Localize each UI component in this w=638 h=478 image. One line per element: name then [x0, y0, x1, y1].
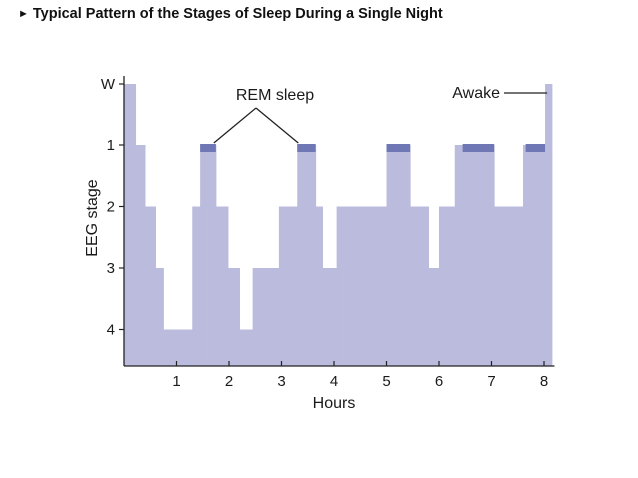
stage-step-4: [163, 329, 193, 366]
stage-step-18: [428, 268, 440, 366]
x-axis-label: Hours: [313, 395, 356, 412]
y-tick-label-0: W: [101, 76, 116, 93]
stage-step-23: [523, 145, 546, 366]
rem-pointer-line-1: [213, 107, 257, 144]
stage-step-14: [322, 268, 338, 366]
x-tick-label-7: 7: [487, 373, 495, 390]
stage-step-20: [454, 145, 469, 366]
y-axis-label: EEG stage: [84, 179, 101, 256]
stage-step-19: [439, 206, 456, 366]
stage-step-21: [467, 145, 495, 366]
stage-step-24: [545, 84, 553, 366]
awake-label: Awake: [452, 85, 500, 102]
stage-step-1: [135, 145, 146, 366]
chart-title-text: Typical Pattern of the Stages of Sleep D…: [32, 6, 443, 22]
stage-step-12: [297, 145, 317, 366]
rem-bar-0: [200, 144, 216, 152]
stage-step-7: [215, 206, 229, 366]
rem-bar-2: [386, 144, 411, 152]
x-tick-label-5: 5: [382, 373, 390, 390]
rem-sleep-label: REM sleep: [236, 87, 314, 104]
rem-bar-group: [200, 144, 546, 152]
rem-pointer-line-2: [255, 107, 299, 144]
stage-step-2: [145, 206, 156, 366]
y-tick-label-2: 2: [107, 199, 115, 216]
title-bullet-icon: ►: [18, 8, 29, 20]
y-tick-group: W 1 2 3 4: [101, 76, 124, 339]
y-tick-label-3: 3: [107, 260, 115, 277]
rem-bar-4: [525, 144, 546, 152]
stage-step-16: [386, 145, 411, 366]
stage-step-6: [200, 145, 217, 366]
stage-step-11: [278, 206, 298, 366]
rem-bar-3: [462, 144, 495, 152]
stage-step-17: [410, 206, 430, 366]
y-tick-label-1: 1: [107, 137, 115, 154]
stage-step-13: [315, 206, 323, 366]
stage-step-3: [155, 268, 164, 366]
stage-step-10: [252, 268, 280, 366]
x-tick-label-1: 1: [172, 373, 180, 390]
rem-bar-1: [297, 144, 316, 152]
stage-step-8: [227, 268, 240, 366]
x-tick-label-3: 3: [277, 373, 285, 390]
chart-title: ► Typical Pattern of the Stages of Sleep …: [18, 6, 443, 22]
stage-step-9: [239, 329, 254, 366]
stage-step-15: [336, 206, 388, 366]
y-tick-label-4: 4: [107, 322, 115, 339]
stage-area-group: [124, 84, 553, 366]
x-tick-label-4: 4: [330, 373, 338, 390]
x-tick-group: 1 2 3 4 5 6 7 8: [172, 361, 548, 390]
x-tick-label-6: 6: [435, 373, 443, 390]
axes-group: [123, 76, 555, 367]
x-tick-label-2: 2: [225, 373, 233, 390]
x-tick-label-8: 8: [540, 373, 548, 390]
stage-step-0: [124, 84, 137, 366]
stage-step-22: [494, 206, 524, 366]
annotation-group: REM sleep Awake: [213, 85, 548, 144]
stage-step-5: [192, 206, 201, 366]
